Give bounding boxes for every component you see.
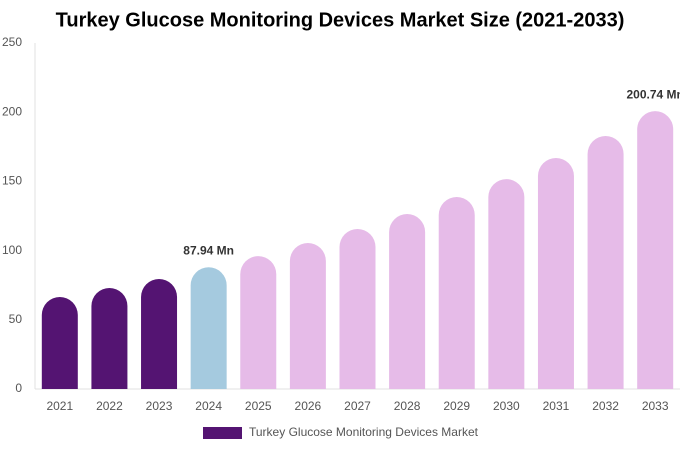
bar: [91, 287, 128, 389]
bar: [537, 158, 574, 389]
y-tick-label: 250: [2, 35, 22, 49]
bar: [141, 278, 178, 389]
legend-swatch: [203, 427, 242, 439]
y-tick-label: 100: [2, 243, 22, 257]
bar: [587, 136, 624, 389]
x-tick-label: 2021: [46, 399, 73, 413]
x-tick-label: 2028: [394, 399, 421, 413]
x-tick-label: 2030: [493, 399, 520, 413]
legend-label: Turkey Glucose Monitoring Devices Market: [249, 425, 479, 439]
y-tick-label: 150: [2, 174, 22, 188]
value-label: 87.94 Mn: [183, 243, 234, 257]
y-tick-label: 200: [2, 104, 22, 118]
x-tick-label: 2022: [96, 399, 123, 413]
x-tick-label: 2029: [443, 399, 470, 413]
bar: [438, 197, 475, 389]
bar: [389, 214, 426, 389]
bar: [637, 111, 674, 390]
x-tick-label: 2026: [295, 399, 322, 413]
y-tick-label: 0: [15, 381, 22, 395]
bar: [488, 179, 525, 389]
y-tick-label: 50: [9, 312, 23, 326]
x-tick-label: 2025: [245, 399, 272, 413]
value-label: 200.74 Mn: [627, 87, 680, 101]
x-tick-label: 2027: [344, 399, 371, 413]
bar: [41, 296, 78, 389]
x-tick-label: 2033: [642, 399, 669, 413]
x-tick-label: 2024: [195, 399, 222, 413]
x-tick-label: 2031: [543, 399, 570, 413]
bar: [190, 267, 227, 389]
bar: [289, 242, 326, 389]
bar: [339, 229, 376, 389]
bar: [240, 256, 277, 389]
chart-title: Turkey Glucose Monitoring Devices Market…: [56, 9, 625, 31]
x-tick-label: 2032: [592, 399, 619, 413]
x-tick-label: 2023: [146, 399, 173, 413]
